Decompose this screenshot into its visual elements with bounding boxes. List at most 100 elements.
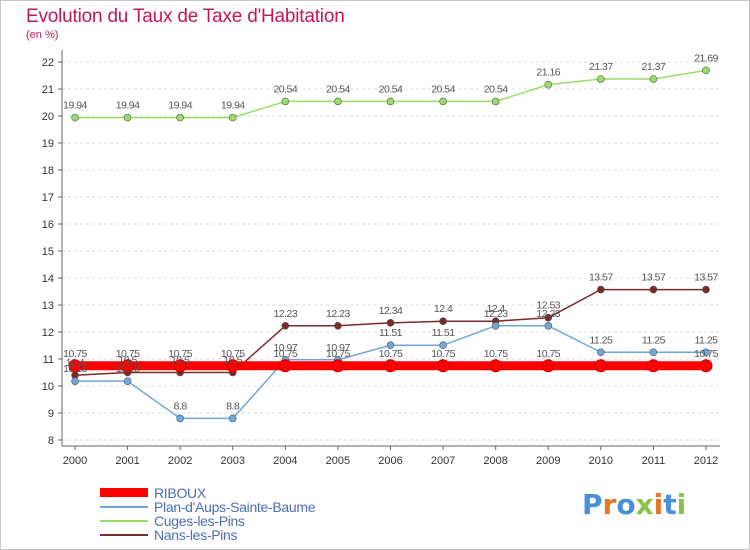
data-point <box>597 75 605 83</box>
data-label: 10.18 <box>116 363 140 375</box>
data-point <box>123 377 132 385</box>
data-point <box>649 348 658 357</box>
data-point <box>173 359 187 373</box>
data-point <box>228 414 237 423</box>
data-point <box>281 97 290 106</box>
data-point <box>544 80 553 89</box>
data-point <box>699 359 713 373</box>
y-tick-label: 10 <box>42 381 54 393</box>
chart-subtitle: (en %) <box>26 29 59 41</box>
data-point <box>544 321 553 330</box>
logo-letter: t <box>663 488 677 521</box>
legend-label: Cuges-les-Pins <box>154 513 245 529</box>
data-label: 13.57 <box>589 272 613 284</box>
data-label: 11.25 <box>642 334 666 346</box>
data-point <box>597 348 605 357</box>
data-point <box>541 359 555 373</box>
data-point <box>334 321 342 330</box>
data-point <box>439 97 447 106</box>
data-point <box>71 113 79 122</box>
x-tick-label: 2004 <box>273 455 297 467</box>
x-tick-label: 2006 <box>378 455 402 467</box>
data-label: 12.4 <box>486 303 505 315</box>
data-point <box>436 359 450 373</box>
data-point <box>702 348 710 357</box>
data-point <box>71 377 79 385</box>
data-label: 10.75 <box>168 348 192 360</box>
legend-label: Plan-d'Aups-Sainte-Baume <box>154 499 316 515</box>
data-label: 8.8 <box>226 400 240 412</box>
y-tick-label: 18 <box>42 165 54 177</box>
data-point <box>121 359 135 373</box>
logo-letter: i <box>676 488 687 521</box>
data-label: 10.75 <box>431 348 455 360</box>
data-label: 11.51 <box>432 327 456 339</box>
data-point <box>386 319 395 327</box>
data-label: 19.94 <box>168 100 192 112</box>
data-label: 20.54 <box>484 83 508 95</box>
chart-title: Evolution du Taux de Taxe d'Habitation <box>26 6 345 27</box>
data-label: 12.23 <box>536 308 560 320</box>
y-tick-label: 8 <box>48 435 54 447</box>
data-point <box>646 359 660 373</box>
data-label: 12.23 <box>326 308 350 320</box>
data-label: 21.37 <box>642 61 666 73</box>
data-label: 12.23 <box>484 308 508 320</box>
data-label: 20.54 <box>431 83 455 95</box>
data-label: 12.4 <box>434 303 453 315</box>
data-label: 12.23 <box>273 308 297 320</box>
data-label: 10.97 <box>326 342 350 354</box>
y-tick-label: 20 <box>42 111 54 123</box>
data-label: 10.75 <box>326 348 350 360</box>
logo-letter: P <box>582 488 603 521</box>
y-tick-label: 21 <box>42 84 54 96</box>
data-label: 19.94 <box>221 100 245 112</box>
logo-letter: x <box>635 488 654 521</box>
data-label: 11.51 <box>379 327 403 339</box>
data-point <box>544 313 553 322</box>
x-tick-label: 2010 <box>589 455 613 467</box>
data-point <box>386 97 395 106</box>
data-label: 21.16 <box>536 67 560 79</box>
x-tick-label: 2000 <box>63 455 87 467</box>
data-point <box>649 75 658 83</box>
data-label: 10.5 <box>118 355 137 367</box>
x-tick-label: 2012 <box>694 455 718 467</box>
data-point <box>281 321 290 330</box>
data-label: 13.57 <box>694 272 718 284</box>
data-label: 11.25 <box>589 334 613 346</box>
data-point <box>176 113 184 122</box>
data-label: 13.57 <box>642 272 666 284</box>
y-tick-label: 15 <box>42 246 54 258</box>
data-point <box>491 97 500 106</box>
legend-label: Nans-les-Pins <box>154 527 238 543</box>
data-label: 10.5 <box>171 355 190 367</box>
x-tick-label: 2005 <box>326 455 350 467</box>
data-label: 20.54 <box>379 83 403 95</box>
data-point <box>439 341 447 350</box>
data-point <box>439 317 447 326</box>
data-point <box>597 285 605 294</box>
data-label: 10.75 <box>221 348 245 360</box>
data-label: 10.75 <box>694 348 718 360</box>
x-tick-label: 2011 <box>642 455 666 467</box>
y-tick-label: 17 <box>42 192 54 204</box>
y-tick-label: 19 <box>42 138 54 150</box>
y-tick-label: 16 <box>42 219 54 231</box>
data-label: 10.75 <box>379 348 403 360</box>
proxiti-logo: Proxiti <box>582 488 686 521</box>
data-point <box>386 341 395 350</box>
legend-label: RIBOUX <box>154 485 206 501</box>
data-label: 10.5 <box>224 355 243 367</box>
legend-swatch <box>100 488 148 497</box>
y-tick-label: 13 <box>42 300 54 312</box>
legend-swatch <box>100 520 148 522</box>
data-label: 19.94 <box>116 100 140 112</box>
data-point <box>649 285 658 294</box>
data-point <box>491 321 500 330</box>
data-label: 20.54 <box>326 83 350 95</box>
y-tick-label: 9 <box>48 408 54 420</box>
x-tick-label: 2002 <box>168 455 192 467</box>
